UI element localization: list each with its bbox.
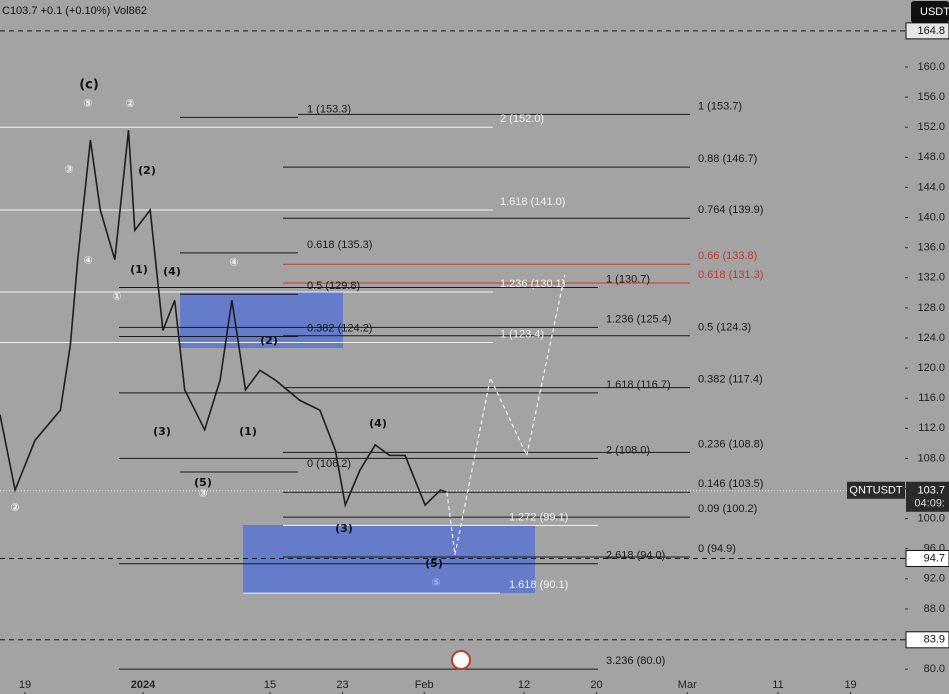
fib-level-label: 0.382 (124.2) — [307, 322, 372, 334]
fib-level-label: 1 (130.7) — [606, 273, 650, 285]
wave-label: ④ — [229, 256, 238, 269]
wave-label: (5) — [194, 476, 212, 489]
price-marker-box — [905, 631, 949, 649]
wave-label: (2) — [138, 164, 156, 177]
x-tick-label: Feb — [415, 679, 434, 691]
x-tick-label: 19 — [19, 679, 31, 691]
price-marker-box — [905, 550, 949, 568]
x-tick-label: Mar — [678, 679, 697, 691]
x-tick-label: 23 — [336, 679, 348, 691]
y-tick-label: 140.0 — [917, 211, 945, 223]
wave-label: (5) — [425, 557, 443, 570]
y-tick-label: 108.0 — [917, 452, 945, 464]
fib-level-label: 1 (123.4) — [500, 328, 544, 340]
event-flag[interactable] — [451, 650, 471, 670]
y-tick-label: 116.0 — [918, 392, 945, 404]
wave-label: (1) — [239, 425, 257, 438]
plot-layer: 1 (153.3) 1 (153.7) 2 (152.0) 0.88 (146.7) 1… — [0, 30, 905, 670]
currency[interactable]: USDT — [920, 6, 949, 18]
wave-label: ⑤ — [83, 97, 92, 110]
currency-box — [911, 1, 949, 23]
wave-label: (4) — [369, 417, 387, 430]
y-tick-label: 124.0 — [917, 332, 945, 344]
wave-label: (2) — [260, 334, 278, 347]
fib-level-label: 0.382 (117.4) — [698, 374, 763, 386]
wave-label: ③ — [64, 163, 73, 176]
fib-level-label: 2 (108.0) — [606, 444, 650, 456]
wave-label: (3) — [153, 425, 171, 438]
price-marker-label: 164.8 — [917, 25, 945, 37]
price-marker-label: 83.9 — [924, 634, 945, 646]
price-marker-label: 94.7 — [924, 552, 945, 564]
symbol-label: QNTUSDT — [849, 485, 902, 497]
wave-label: ② — [125, 97, 134, 110]
wave-label: (1) — [130, 263, 148, 276]
price-marker-box — [905, 22, 949, 40]
wave-label: ⑤ — [431, 576, 440, 589]
zone-box — [180, 292, 343, 348]
y-tick-label: 160.0 — [917, 61, 945, 73]
wave-label: ② — [10, 501, 19, 514]
x-tick-label: 20 — [590, 679, 602, 691]
fib-level-label: 3.236 (80.0) — [606, 655, 665, 667]
symbol-box — [847, 481, 905, 499]
x-tick-label: 11 — [772, 679, 783, 691]
x-tick-label: 2024 — [131, 679, 156, 691]
fib-level-label: 2.618 (94.0) — [606, 550, 665, 562]
x-tick-label: 15 — [264, 679, 276, 691]
fib-level-label: 0.66 (133.8) — [698, 250, 757, 262]
fib-level-label: 0.88 (146.7) — [698, 153, 757, 165]
fib-level-label: 0.146 (103.5) — [698, 478, 763, 490]
y-tick-label: 112.0 — [918, 422, 945, 434]
y-tick-label: 156.0 — [917, 91, 945, 103]
fib-level-label: 0 (94.9) — [698, 543, 736, 555]
fib-level-label: 1 (153.7) — [698, 100, 742, 112]
y-tick-label: 132.0 — [917, 272, 945, 284]
fib-level-label: 0 (106.2) — [307, 458, 351, 470]
wave-label: ③ — [198, 487, 207, 500]
fib-level-label: 2 (152.0) — [500, 113, 544, 125]
wave-label: (3) — [335, 522, 353, 535]
y-tick-label: 80.0 — [924, 663, 945, 675]
quote-header: C103.7 +0.1 (+0.10%) Vol862 — [2, 5, 147, 17]
countdown-label: 04:09: — [914, 498, 945, 510]
price-line — [0, 130, 448, 508]
y-tick-label: 144.0 — [917, 181, 945, 193]
fib-level-label: 1.618 (141.0) — [500, 196, 565, 208]
fib-level-label: 0.5 (124.3) — [698, 322, 751, 334]
fib-level-label: 1 (153.3) — [307, 103, 351, 115]
current-price-label: 103.7 — [917, 485, 945, 497]
fib-level-label: 0.618 (135.3) — [307, 239, 372, 251]
fib-level-label: 0.236 (108.8) — [698, 438, 763, 450]
y-tick-label: 136.0 — [917, 242, 945, 254]
wave-label: (4) — [163, 265, 181, 278]
y-tick-label: 148.0 — [917, 151, 945, 163]
fib-level-label: 0.618 (131.3) — [698, 269, 763, 281]
y-tick-label: 88.0 — [924, 603, 945, 615]
fib-level-label: 1.236 (125.4) — [606, 313, 671, 325]
y-tick-label: 128.0 — [917, 302, 945, 314]
fib-level-label: 1.618 (116.7) — [606, 379, 671, 391]
current-price-box — [906, 481, 949, 512]
fib-level-label: 0.09 (100.2) — [698, 503, 757, 515]
wave-label: (c) — [79, 78, 99, 93]
y-tick-label: 152.0 — [917, 121, 945, 133]
y-tick-label: 100.0 — [917, 513, 945, 525]
fib-level-label: 1.618 (90.1) — [509, 579, 568, 591]
fib-level-label: 1.272 (99.1) — [509, 511, 568, 523]
y-tick-label: 92.0 — [924, 573, 945, 585]
wave-label: ④ — [83, 254, 92, 267]
x-tick-label: 12 — [518, 679, 530, 691]
fib-level-label: 0.5 (129.8) — [307, 280, 360, 292]
x-tick-label: 19 — [844, 679, 856, 691]
fib-level-label: 0.764 (139.9) — [698, 204, 763, 216]
fib-level-label: 1.236 (130.1) — [500, 278, 565, 290]
y-tick-label: 120.0 — [917, 362, 945, 374]
wave-label: ① — [112, 290, 121, 303]
